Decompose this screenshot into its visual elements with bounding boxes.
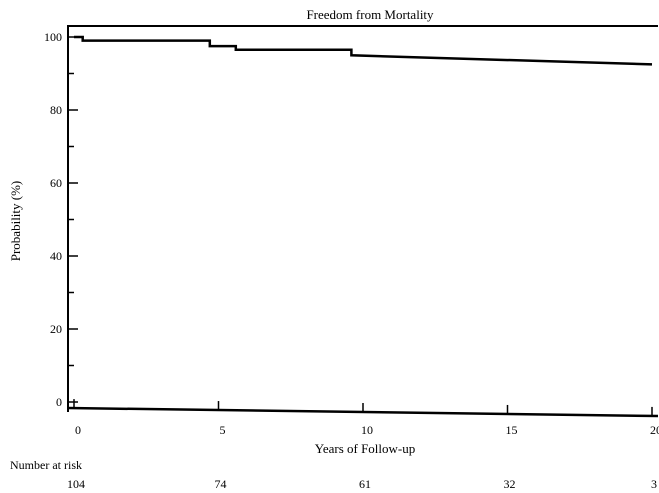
- x-tick-label: 10: [361, 423, 373, 437]
- y-tick-label: 40: [50, 249, 62, 263]
- y-tick-label: 80: [50, 103, 62, 117]
- x-axis-title: Years of Follow-up: [315, 441, 416, 456]
- x-tick-label: 15: [506, 423, 518, 437]
- y-ticks: 0 20 40 60 80 100: [44, 30, 78, 409]
- risk-table-label: Number at risk: [10, 458, 82, 472]
- x-axis: 0 5 10 15 20 Years of Follow-up: [67, 399, 659, 456]
- risk-count: 74: [215, 477, 227, 491]
- risk-table-values: 104 74 61 32 3: [67, 477, 657, 491]
- x-tick-label: 5: [220, 423, 226, 437]
- y-tick-label: 100: [44, 30, 62, 44]
- y-tick-label: 0: [56, 395, 62, 409]
- x-tick-label: 20: [650, 423, 659, 437]
- y-axis: 0 20 40 60 80 100 Probability (%): [8, 25, 78, 412]
- series-layer: [74, 35, 653, 66]
- chart-title: Freedom from Mortality: [306, 7, 434, 22]
- y-tick-label: 20: [50, 322, 62, 336]
- risk-table: Number at risk 104 74 61 32 3: [10, 458, 657, 491]
- risk-count: 104: [67, 477, 85, 491]
- y-tick-label: 60: [50, 176, 62, 190]
- x-ticks: 0 5 10 15 20: [73, 399, 659, 437]
- risk-count: 61: [359, 477, 371, 491]
- survival-curve: [74, 35, 653, 66]
- x-tick-label: 0: [75, 423, 81, 437]
- y-axis-title: Probability (%): [8, 181, 23, 262]
- risk-count: 32: [504, 477, 516, 491]
- risk-count: 3: [651, 477, 657, 491]
